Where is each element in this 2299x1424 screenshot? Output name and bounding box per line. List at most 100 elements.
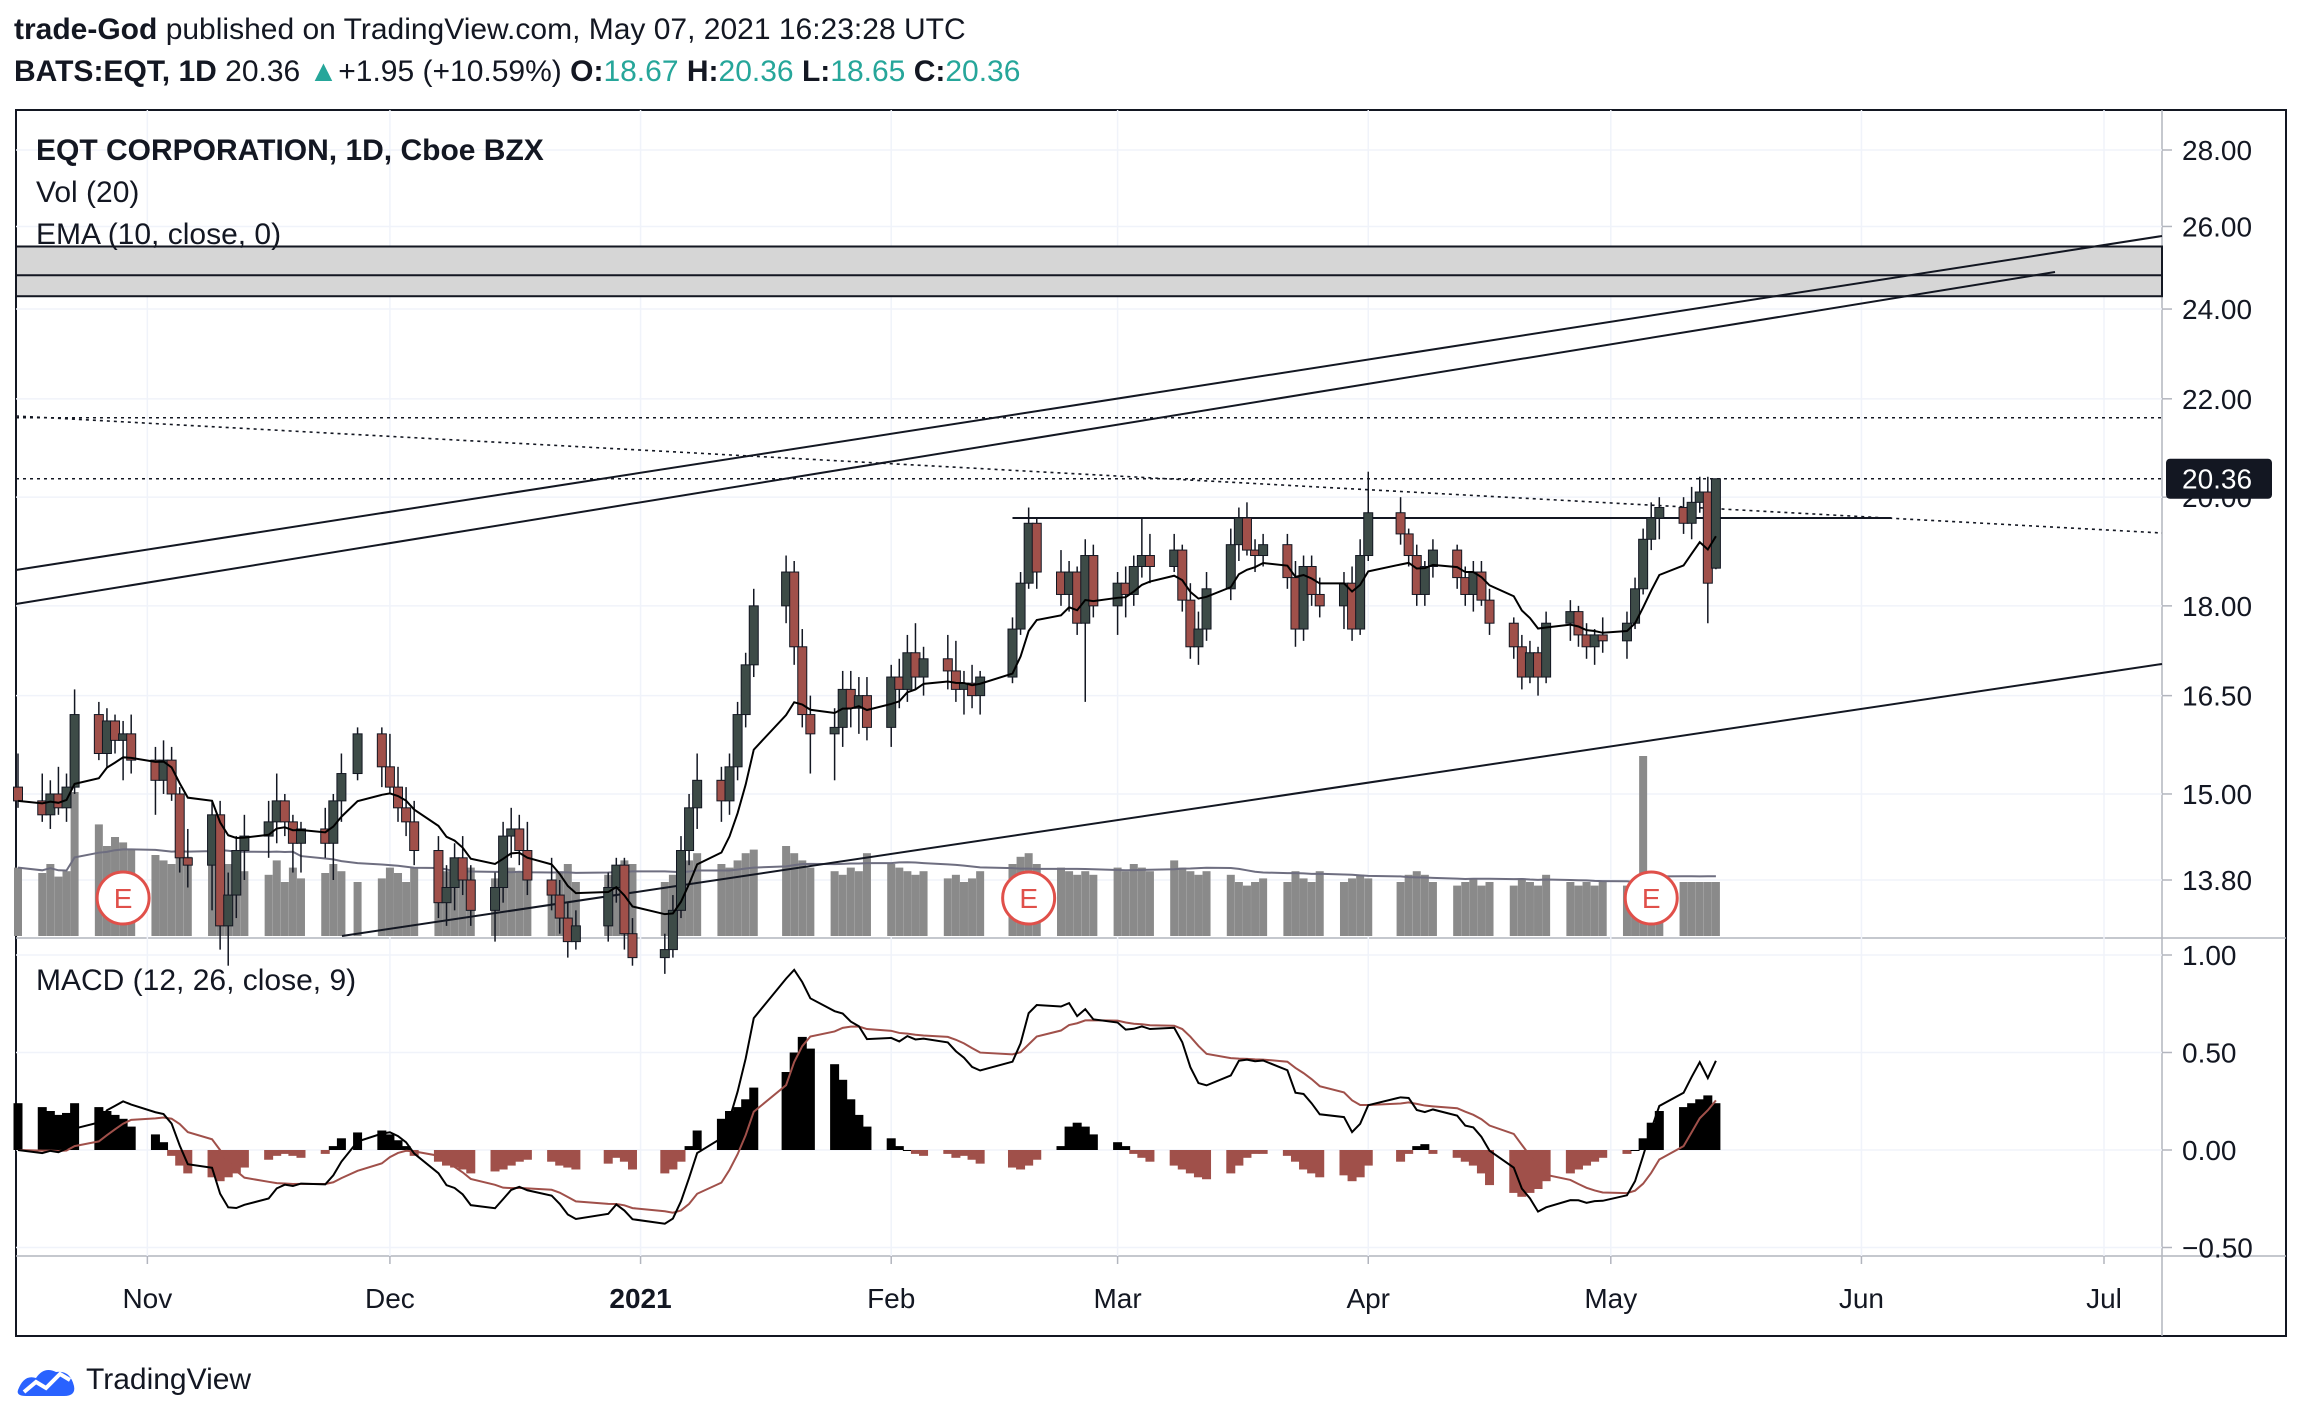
volume-bar (385, 867, 394, 936)
resistance-zone (15, 245, 2163, 298)
legend: EQT CORPORATION, 1D, Cboe BZX Vol (20) E… (36, 134, 544, 997)
volume-bar (1525, 882, 1534, 936)
macd-histogram-bar (118, 1118, 128, 1150)
high-value: 20.36 (718, 55, 794, 88)
macd-histogram-bar (1088, 1134, 1098, 1150)
macd-histogram-bar (910, 1150, 920, 1154)
candle-body (1452, 549, 1463, 579)
price-tick-label: 13.80 (2182, 865, 2252, 896)
candle-body (829, 726, 840, 735)
macd-tick-label: −0.50 (2182, 1233, 2253, 1264)
candle-body (295, 828, 306, 844)
macd-histogram-bar (1234, 1150, 1244, 1166)
volume-bar (1582, 882, 1591, 936)
macd-histogram-bar (902, 1150, 912, 1151)
price-tick-label: 26.00 (2182, 211, 2252, 242)
volume-bar (1420, 874, 1429, 936)
volume-bar (571, 882, 580, 936)
macd-histogram-bar (506, 1150, 516, 1166)
macd-histogram-bar (393, 1140, 403, 1150)
candle-body (61, 786, 72, 809)
candle-body (1298, 565, 1309, 630)
symbol-quote-line: BATS:EQT, 1D 20.36 ▲+1.95 (+10.59%) O:18… (14, 52, 1020, 92)
volume-bar (1703, 882, 1712, 936)
candle-body (1185, 599, 1196, 648)
volume-bar (1194, 874, 1203, 936)
volume-bar (1679, 882, 1688, 936)
macd-axis[interactable]: 1.00 0.50 0.00 −0.50 (2162, 940, 2253, 1264)
volume-bar (968, 878, 977, 936)
macd-histogram-bar (676, 1150, 686, 1162)
candle-body (667, 909, 678, 951)
candle-body (627, 933, 638, 959)
time-axis[interactable]: Nov Dec 2021 Feb Mar Apr May Jun Jul (122, 1256, 2122, 1314)
macd-histogram-bar (797, 1036, 807, 1150)
volume-bar (1065, 871, 1074, 936)
legend-macd: MACD (12, 26, close, 9) (36, 964, 356, 997)
macd-histogram-bar (159, 1142, 169, 1150)
candle-body (522, 850, 533, 881)
price-axis[interactable]: 13.8015.0016.5018.0020.0022.0024.0026.00… (2162, 135, 2252, 896)
macd-histogram-bar (13, 1103, 23, 1150)
macd-histogram-bar (1711, 1103, 1721, 1150)
resistance-zone-band (15, 245, 2163, 298)
macd-histogram-bar (943, 1150, 953, 1154)
macd-histogram-bar (1590, 1150, 1600, 1162)
macd-tick-label: 1.00 (2182, 940, 2237, 971)
macd-histogram-bar (619, 1150, 629, 1162)
volume-bar (1453, 885, 1462, 936)
macd-histogram-bar (215, 1150, 225, 1182)
macd-histogram-bar (1032, 1150, 1042, 1160)
macd-histogram-bar (272, 1150, 282, 1156)
volume-bar (798, 860, 807, 936)
candle-body (239, 835, 250, 852)
macd-histogram-bar (110, 1114, 120, 1150)
macd-histogram-bar (385, 1134, 395, 1150)
macd-histogram-bar (862, 1126, 872, 1150)
candle-body (1646, 517, 1657, 540)
macd-histogram-bar (854, 1114, 864, 1150)
macd-histogram-bar (1452, 1150, 1462, 1158)
candle-body (1403, 533, 1414, 557)
channel-mid-line (15, 271, 2056, 605)
author-name[interactable]: trade-God (14, 13, 158, 46)
volume-bar (1089, 874, 1098, 936)
volume-bar (1566, 882, 1575, 936)
volume-bar (523, 878, 532, 936)
macd-line (17, 968, 1717, 1225)
time-tick-label: Dec (365, 1283, 415, 1314)
macd-histogram-bar (223, 1150, 233, 1178)
candle-body (1144, 555, 1155, 567)
macd-histogram-bar (1339, 1150, 1349, 1176)
volume-bar (854, 871, 863, 936)
macd-histogram-bar (1307, 1150, 1317, 1174)
volume-bar (410, 867, 419, 936)
volume-bar (976, 871, 985, 936)
macd-histogram-bar (749, 1087, 759, 1150)
close-label: C: (913, 55, 946, 88)
macd-histogram-bar (975, 1150, 985, 1164)
candle-body (1541, 622, 1552, 678)
candle-body (215, 814, 226, 927)
volume-bar (54, 876, 63, 936)
volume-bar (515, 871, 524, 936)
volume-bar (1073, 874, 1082, 936)
candle-body (732, 714, 743, 768)
candle-body (1419, 565, 1430, 595)
time-tick-label: Feb (867, 1283, 915, 1314)
candle-body (1363, 512, 1374, 557)
macd-histogram-bar (126, 1126, 136, 1150)
macd-histogram-bar (1024, 1150, 1034, 1166)
macd-histogram-bar (886, 1138, 896, 1150)
tradingview-brand[interactable]: TradingView (14, 1358, 251, 1402)
candle-body (805, 714, 816, 735)
volume-bar (846, 867, 855, 936)
macd-histogram-bar (231, 1150, 241, 1174)
volume-bar (14, 867, 22, 936)
macd-histogram-bar (789, 1052, 799, 1150)
candle-body (336, 773, 347, 802)
macd-histogram-bar (1679, 1107, 1689, 1150)
volume-bar (1485, 882, 1494, 936)
last-price-label: 20.36 (2166, 458, 2272, 499)
